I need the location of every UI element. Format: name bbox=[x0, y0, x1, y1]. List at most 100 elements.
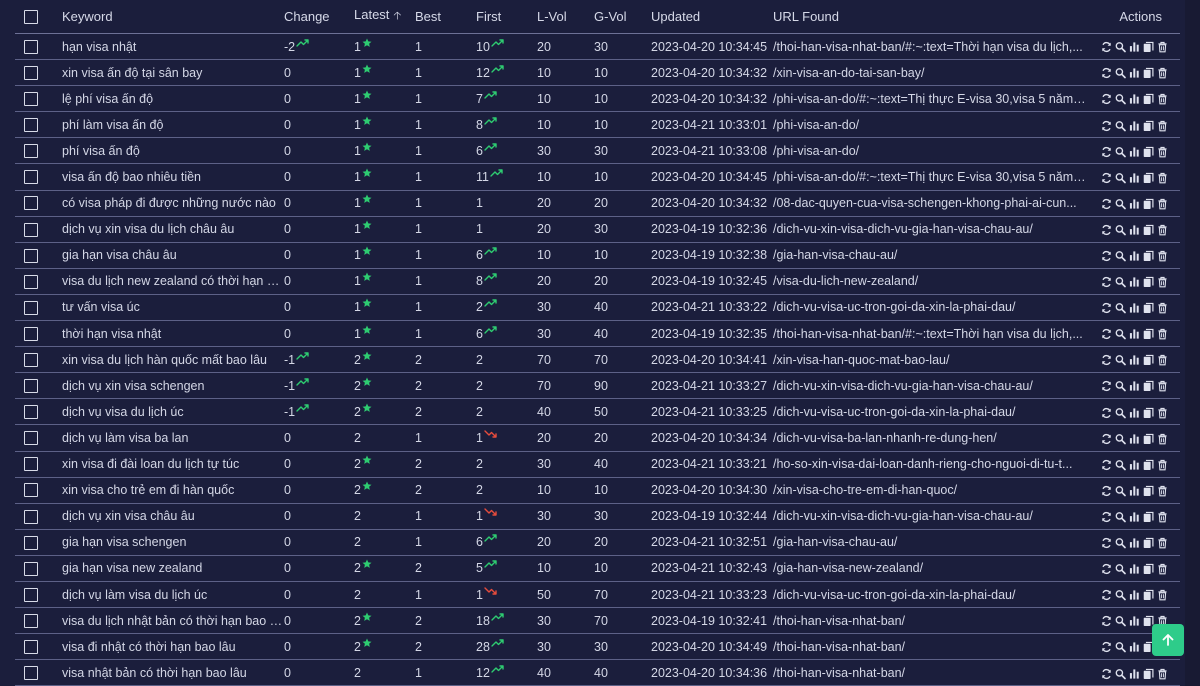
search-icon[interactable] bbox=[1115, 485, 1126, 497]
url-cell[interactable]: /gia-han-visa-chau-au/ bbox=[773, 529, 1086, 556]
copy-icon[interactable] bbox=[1143, 302, 1154, 314]
row-checkbox[interactable] bbox=[24, 248, 38, 263]
search-icon[interactable] bbox=[1115, 433, 1126, 445]
trash-icon[interactable] bbox=[1157, 302, 1168, 314]
row-checkbox[interactable] bbox=[24, 431, 38, 446]
search-icon[interactable] bbox=[1115, 276, 1126, 288]
trash-icon[interactable] bbox=[1157, 172, 1168, 184]
refresh-icon[interactable] bbox=[1101, 276, 1112, 288]
search-icon[interactable] bbox=[1115, 615, 1126, 627]
row-checkbox[interactable] bbox=[24, 300, 38, 315]
keyword-cell[interactable]: xin visa cho trẻ em đi hàn quốc bbox=[62, 477, 284, 504]
search-icon[interactable] bbox=[1115, 302, 1126, 314]
copy-icon[interactable] bbox=[1143, 198, 1154, 210]
refresh-icon[interactable] bbox=[1101, 67, 1112, 79]
row-checkbox[interactable] bbox=[24, 326, 38, 341]
bar-chart-icon[interactable] bbox=[1129, 459, 1140, 471]
url-cell[interactable]: /dich-vu-visa-ba-lan-nhanh-re-dung-hen/ bbox=[773, 424, 1086, 452]
keyword-cell[interactable]: xin visa ấn độ tại sân bay bbox=[62, 59, 284, 87]
refresh-icon[interactable] bbox=[1101, 41, 1112, 53]
keyword-cell[interactable]: xin visa du lịch hàn quốc mất bao lâu bbox=[62, 346, 284, 374]
bar-chart-icon[interactable] bbox=[1129, 146, 1140, 158]
copy-icon[interactable] bbox=[1143, 93, 1154, 105]
bar-chart-icon[interactable] bbox=[1129, 563, 1140, 575]
header-first[interactable]: First bbox=[476, 0, 537, 34]
copy-icon[interactable] bbox=[1143, 120, 1154, 132]
keyword-cell[interactable]: dịch vụ visa du lịch úc bbox=[62, 398, 284, 426]
refresh-icon[interactable] bbox=[1101, 198, 1112, 210]
search-icon[interactable] bbox=[1115, 172, 1126, 184]
search-icon[interactable] bbox=[1115, 354, 1126, 366]
row-checkbox[interactable] bbox=[24, 457, 38, 472]
keyword-cell[interactable]: phí visa ấn độ bbox=[62, 137, 284, 165]
copy-icon[interactable] bbox=[1143, 511, 1154, 523]
keyword-cell[interactable]: có visa pháp đi được những nước nào bbox=[62, 190, 284, 217]
header-keyword[interactable]: Keyword bbox=[62, 0, 284, 34]
keyword-cell[interactable]: dịch vụ xin visa châu âu bbox=[62, 503, 284, 530]
keyword-cell[interactable]: dịch vụ làm visa ba lan bbox=[62, 424, 284, 452]
url-cell[interactable]: /phi-visa-an-do/#:~:text=Thị thực E-visa… bbox=[773, 85, 1086, 113]
search-icon[interactable] bbox=[1115, 146, 1126, 158]
bar-chart-icon[interactable] bbox=[1129, 485, 1140, 497]
row-checkbox[interactable] bbox=[24, 613, 38, 628]
refresh-icon[interactable] bbox=[1101, 459, 1112, 471]
refresh-icon[interactable] bbox=[1101, 146, 1112, 158]
header-best[interactable]: Best bbox=[415, 0, 476, 34]
search-icon[interactable] bbox=[1115, 537, 1126, 549]
url-cell[interactable]: /xin-visa-cho-tre-em-di-han-quoc/ bbox=[773, 477, 1086, 504]
url-cell[interactable]: /dich-vu-visa-uc-tron-goi-da-xin-la-phai… bbox=[773, 294, 1086, 322]
url-cell[interactable]: /dich-vu-xin-visa-dich-vu-gia-han-visa-c… bbox=[773, 503, 1086, 530]
keyword-cell[interactable]: lệ phí visa ấn độ bbox=[62, 85, 284, 113]
refresh-icon[interactable] bbox=[1101, 224, 1112, 236]
keyword-cell[interactable]: dịch vụ xin visa schengen bbox=[62, 372, 284, 400]
bar-chart-icon[interactable] bbox=[1129, 668, 1140, 680]
search-icon[interactable] bbox=[1115, 407, 1126, 419]
copy-icon[interactable] bbox=[1143, 589, 1154, 601]
bar-chart-icon[interactable] bbox=[1129, 511, 1140, 523]
url-cell[interactable]: /dich-vu-visa-uc-tron-goi-da-xin-la-phai… bbox=[773, 398, 1086, 426]
row-checkbox[interactable] bbox=[24, 353, 38, 368]
row-checkbox[interactable] bbox=[24, 640, 38, 655]
copy-icon[interactable] bbox=[1143, 250, 1154, 262]
copy-icon[interactable] bbox=[1143, 354, 1154, 366]
row-checkbox[interactable] bbox=[24, 118, 38, 133]
refresh-icon[interactable] bbox=[1101, 537, 1112, 549]
search-icon[interactable] bbox=[1115, 641, 1126, 653]
bar-chart-icon[interactable] bbox=[1129, 172, 1140, 184]
bar-chart-icon[interactable] bbox=[1129, 537, 1140, 549]
refresh-icon[interactable] bbox=[1101, 485, 1112, 497]
trash-icon[interactable] bbox=[1157, 511, 1168, 523]
row-checkbox[interactable] bbox=[24, 561, 38, 576]
copy-icon[interactable] bbox=[1143, 433, 1154, 445]
refresh-icon[interactable] bbox=[1101, 328, 1112, 340]
url-cell[interactable]: /xin-visa-han-quoc-mat-bao-lau/ bbox=[773, 346, 1086, 374]
bar-chart-icon[interactable] bbox=[1129, 224, 1140, 236]
row-checkbox[interactable] bbox=[24, 39, 38, 54]
url-cell[interactable]: /thoi-han-visa-nhat-ban/ bbox=[773, 633, 1086, 661]
row-checkbox[interactable] bbox=[24, 535, 38, 550]
row-checkbox[interactable] bbox=[24, 222, 38, 237]
url-cell[interactable]: /gia-han-visa-new-zealand/ bbox=[773, 555, 1086, 582]
trash-icon[interactable] bbox=[1157, 250, 1168, 262]
scroll-to-top-button[interactable] bbox=[1152, 624, 1184, 656]
keyword-cell[interactable]: visa du lịch nhật bản có thời hạn bao lâ… bbox=[62, 607, 284, 635]
header-change[interactable]: Change bbox=[284, 0, 354, 34]
select-all-checkbox[interactable] bbox=[24, 10, 38, 25]
keyword-cell[interactable]: visa du lịch new zealand có thời hạn bao… bbox=[62, 268, 284, 295]
bar-chart-icon[interactable] bbox=[1129, 250, 1140, 262]
row-checkbox[interactable] bbox=[24, 587, 38, 602]
refresh-icon[interactable] bbox=[1101, 93, 1112, 105]
refresh-icon[interactable] bbox=[1101, 172, 1112, 184]
bar-chart-icon[interactable] bbox=[1129, 120, 1140, 132]
search-icon[interactable] bbox=[1115, 328, 1126, 340]
refresh-icon[interactable] bbox=[1101, 615, 1112, 627]
refresh-icon[interactable] bbox=[1101, 511, 1112, 523]
copy-icon[interactable] bbox=[1143, 668, 1154, 680]
bar-chart-icon[interactable] bbox=[1129, 589, 1140, 601]
row-checkbox[interactable] bbox=[24, 65, 38, 80]
search-icon[interactable] bbox=[1115, 198, 1126, 210]
row-checkbox[interactable] bbox=[24, 509, 38, 524]
refresh-icon[interactable] bbox=[1101, 433, 1112, 445]
copy-icon[interactable] bbox=[1143, 537, 1154, 549]
bar-chart-icon[interactable] bbox=[1129, 615, 1140, 627]
